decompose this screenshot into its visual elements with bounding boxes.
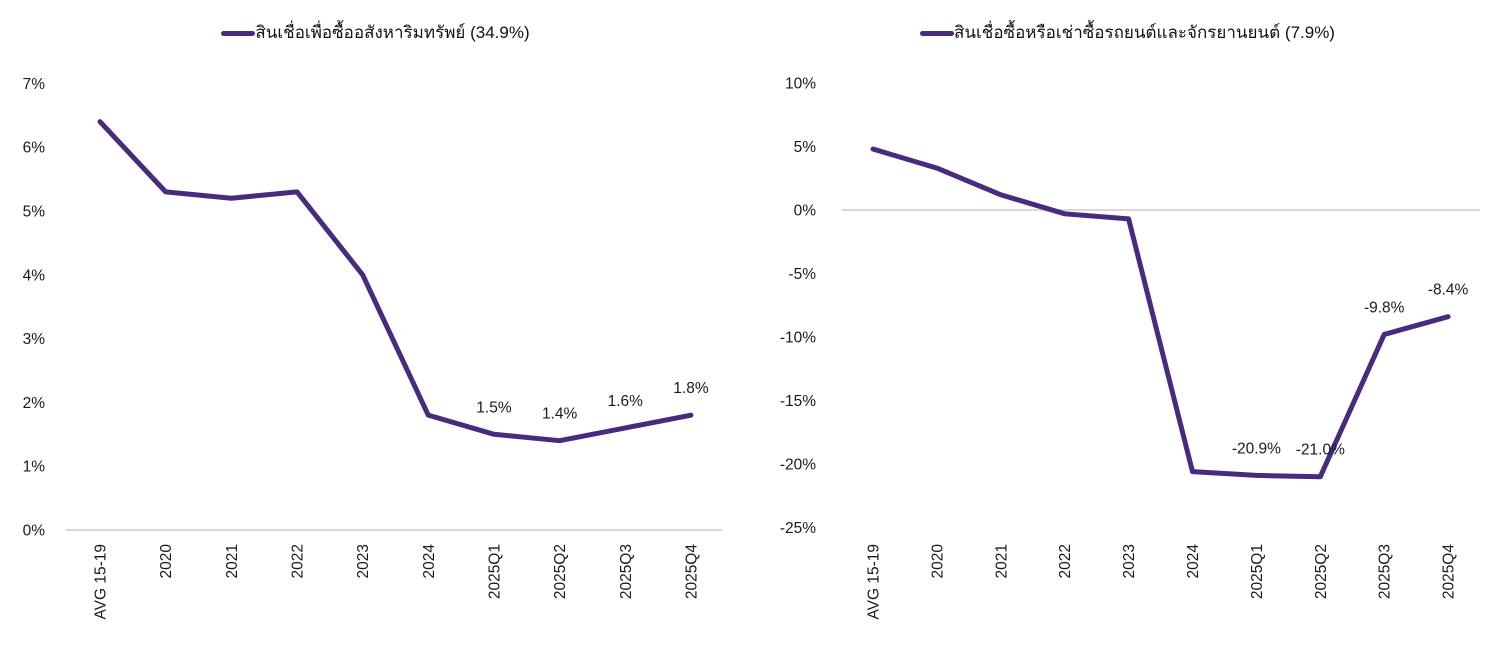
x-axis-tick-label: 2021 — [224, 544, 241, 578]
series-line — [97, 119, 694, 444]
x-axis-tick-label: 2023 — [1121, 544, 1138, 578]
chart-panel-housing-loans: สินเชื่อเพื่อซื้ออสังหาริมทรัพย์ (34.9%)… — [0, 0, 751, 657]
x-axis-tick-label: 2025Q4 — [683, 544, 700, 600]
x-axis-tick-label: 2025Q3 — [618, 544, 635, 599]
x-axis-tick-label: 2025Q2 — [552, 544, 569, 599]
data-point-label: -9.8% — [1364, 299, 1405, 316]
data-point-label: -20.9% — [1232, 440, 1281, 457]
y-axis-tick-label: -25% — [780, 520, 816, 537]
auto-loan-line-chart: 10% 5% 0% -5% -10% -15% -20% -25% AVG 15-19 2020 2… — [780, 76, 1480, 620]
legend-housing-loans: สินเชื่อเพื่อซื้ออสังหาริมทรัพย์ (34.9%) — [0, 20, 751, 46]
x-axis-tick-label: 2020 — [929, 544, 946, 579]
legend-label: สินเชื่อเพื่อซื้ออสังหาริมทรัพย์ (34.9%) — [255, 23, 530, 42]
legend-auto-loans: สินเชื่อซื้อหรือเช่าซื้อรถยนต์และจักรยาน… — [752, 20, 1503, 46]
data-point-label: 1.6% — [608, 393, 644, 410]
x-axis-tick-label: AVG 15-19 — [93, 544, 110, 620]
legend-label: สินเชื่อซื้อหรือเช่าซื้อรถยนต์และจักรยาน… — [954, 23, 1335, 42]
x-axis-tick-label: 2021 — [993, 544, 1010, 578]
y-axis-tick-label: 0% — [23, 523, 46, 540]
y-axis-tick-label: 3% — [23, 331, 46, 348]
x-axis-tick-label: 2020 — [158, 544, 175, 579]
x-axis-tick-label: 2024 — [421, 544, 438, 579]
y-axis-tick-label: -20% — [780, 457, 816, 474]
x-axis-tick-label: 2022 — [1057, 544, 1074, 578]
y-axis-tick-label: 1% — [23, 459, 46, 476]
data-point-label: -21.0% — [1296, 442, 1345, 459]
x-axis-tick-label: 2023 — [355, 544, 372, 578]
x-axis-tick-label: 2024 — [1185, 544, 1202, 579]
series-line — [870, 146, 1451, 480]
y-axis-tick-label: 7% — [23, 76, 46, 93]
chart-panel-auto-loans: สินเชื่อซื้อหรือเช่าซื้อรถยนต์และจักรยาน… — [752, 0, 1503, 657]
y-axis-tick-label: 5% — [23, 204, 46, 221]
y-axis-tick-label: 0% — [794, 203, 817, 220]
y-axis-tick-label: -10% — [780, 330, 816, 347]
x-axis-tick-label: 2025Q1 — [1249, 544, 1266, 599]
y-axis-tick-label: 4% — [23, 267, 46, 284]
legend-line-swatch — [920, 30, 954, 36]
data-point-label: 1.5% — [476, 399, 512, 416]
data-point-label: -8.4% — [1428, 282, 1469, 299]
y-axis-tick-label: 6% — [23, 140, 46, 157]
housing-loan-line-chart: 7% 6% 5% 4% 3% 2% 1% 0% AVG 15-19 2020 2021 2022 202… — [23, 76, 722, 620]
x-axis-tick-label: 2025Q3 — [1377, 544, 1394, 599]
y-axis-tick-label: -5% — [788, 266, 816, 283]
y-axis-tick-label: 10% — [785, 76, 816, 93]
x-axis-tick-label: AVG 15-19 — [866, 544, 883, 620]
y-axis-tick-label: 2% — [23, 395, 46, 412]
x-axis-tick-label: 2025Q1 — [486, 544, 503, 599]
y-axis-tick-label: -15% — [780, 393, 816, 410]
x-axis-tick-label: 2022 — [289, 544, 306, 578]
data-point-label: 1.4% — [542, 406, 578, 423]
legend-line-swatch — [221, 30, 256, 36]
y-axis-tick-label: 5% — [794, 139, 817, 156]
x-axis-tick-label: 2025Q4 — [1441, 544, 1458, 600]
x-axis-tick-label: 2025Q2 — [1313, 544, 1330, 599]
data-point-label: 1.8% — [673, 380, 709, 397]
